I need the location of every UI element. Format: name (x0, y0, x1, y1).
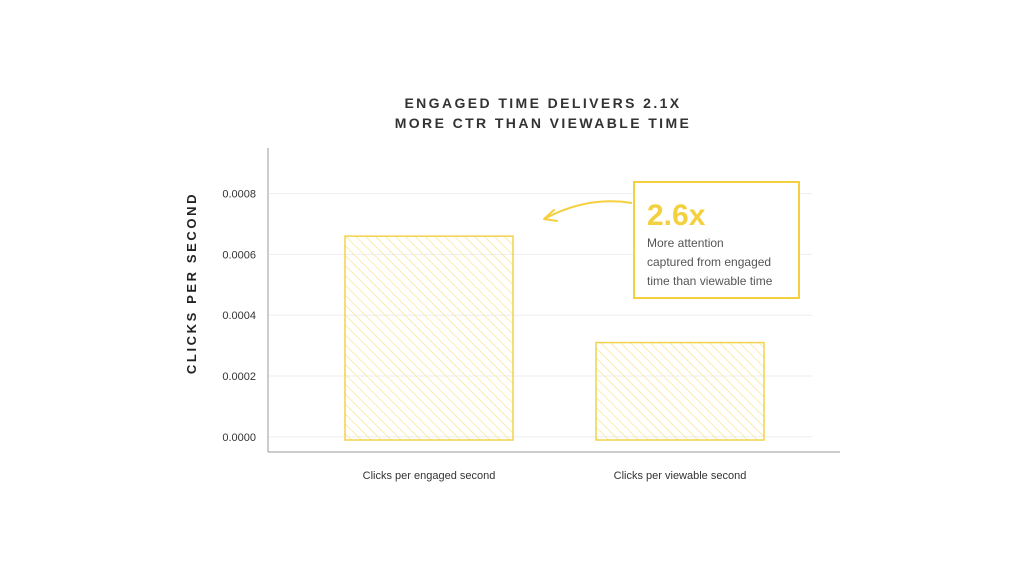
annotation-headline: 2.6x (647, 199, 706, 232)
bars (344, 235, 765, 441)
annotation-arrow (545, 200, 633, 219)
annotation-line-1: More attention (647, 236, 724, 250)
y-tick-label: 0.0000 (222, 432, 256, 444)
category-label: Clicks per engaged second (363, 470, 496, 482)
y-tick-label: 0.0004 (222, 310, 256, 322)
bar (344, 235, 514, 441)
y-tick-label: 0.0002 (222, 371, 256, 383)
annotation: 2.6x More attention captured from engage… (543, 181, 800, 299)
category-label: Clicks per viewable second (614, 470, 747, 482)
annotation-line-2: captured from engaged (647, 255, 771, 269)
y-axis-label: CLICKS PER SECOND (184, 192, 199, 374)
category-labels: Clicks per engaged second Clicks per view… (363, 470, 747, 482)
chart-title-line-1: ENGAGED TIME DELIVERS 2.1X (404, 95, 681, 111)
annotation-line-3: time than viewable time (647, 274, 773, 288)
y-tick-label: 0.0008 (222, 189, 256, 201)
annotation-arrowhead-icon (543, 209, 558, 222)
y-tick-label: 0.0006 (222, 249, 256, 261)
bar (595, 341, 765, 441)
y-tick-labels: 0.0000 0.0002 0.0004 0.0006 0.0008 (222, 189, 256, 444)
chart-title-line-2: MORE CTR THAN VIEWABLE TIME (395, 115, 692, 131)
annotation-box (633, 181, 800, 299)
